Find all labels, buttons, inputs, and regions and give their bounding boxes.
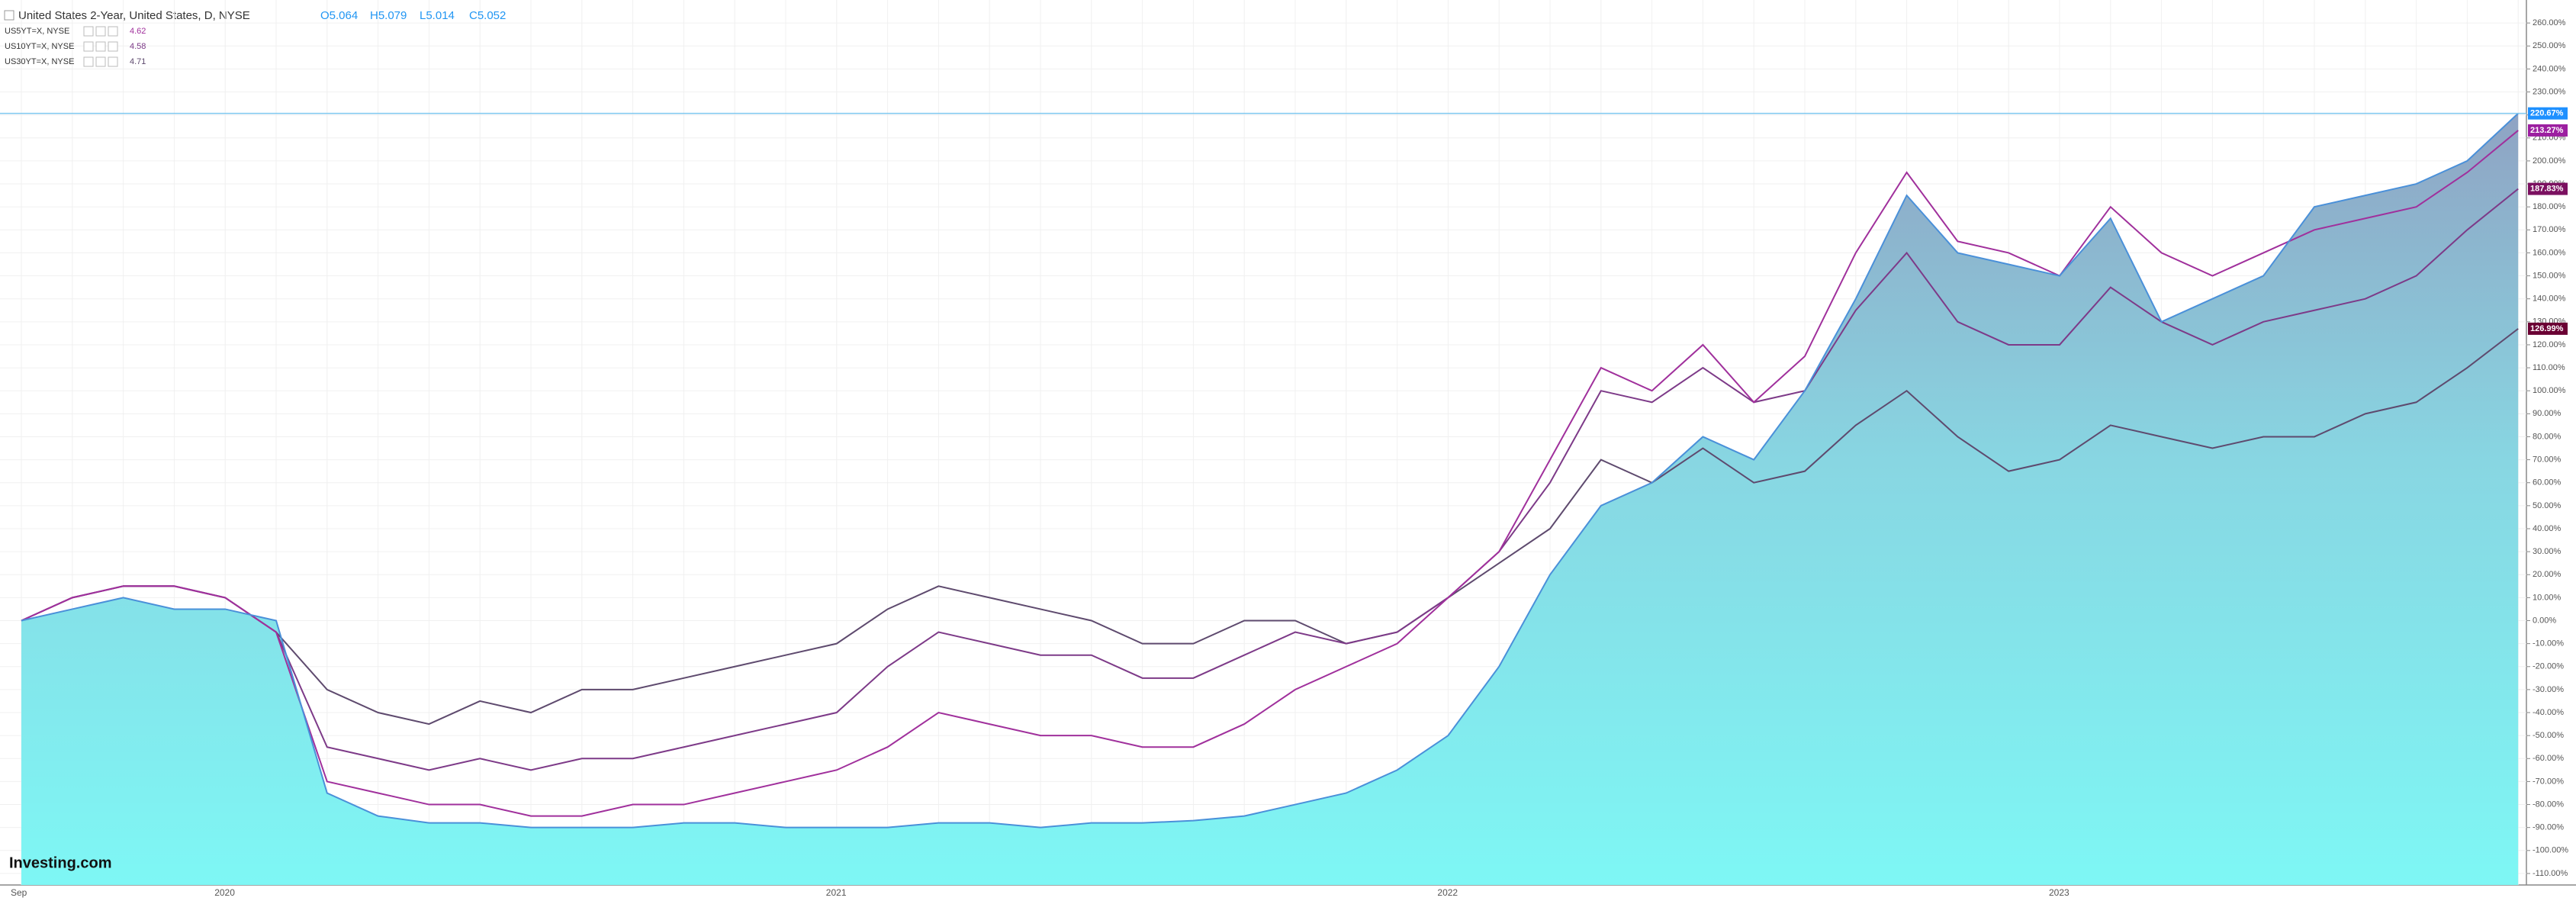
- end-label-box: [2528, 107, 2568, 120]
- y-tick-label: 230.00%: [2533, 87, 2566, 96]
- legend-last-value: 4.71: [130, 57, 146, 66]
- ohlc-value: L5.014: [420, 9, 455, 22]
- y-tick-label: 50.00%: [2533, 501, 2562, 510]
- x-tick-label: 2021: [826, 887, 847, 898]
- header: United States 2-Year, United States, D, …: [4, 9, 250, 22]
- end-label-box: [2528, 182, 2568, 195]
- legend-control: [108, 56, 118, 67]
- y-tick-label: -100.00%: [2533, 846, 2568, 855]
- end-label-box: [2528, 322, 2568, 335]
- y-tick-label: 110.00%: [2533, 363, 2565, 372]
- end-label-box: [2528, 124, 2568, 137]
- y-tick-label: 90.00%: [2533, 409, 2562, 418]
- y-tick-label: -10.00%: [2533, 639, 2564, 648]
- y-tick-label: -70.00%: [2533, 777, 2564, 786]
- y-tick-label: 0.00%: [2533, 616, 2556, 625]
- end-label: 187.83%: [2530, 184, 2564, 193]
- ohlc-value: O5.064: [320, 9, 358, 22]
- legend-last-value: 4.58: [130, 42, 146, 51]
- legend-control: [95, 41, 106, 52]
- y-tick-label: 260.00%: [2533, 18, 2566, 27]
- legend-control: [83, 26, 94, 37]
- y-tick-label: 20.00%: [2533, 570, 2562, 579]
- area-line: [21, 112, 2519, 829]
- y-tick-label: -50.00%: [2533, 731, 2564, 740]
- end-label: 126.99%: [2530, 324, 2564, 333]
- legend-name: US10YT=X, NYSE: [5, 42, 74, 51]
- legend-control: [108, 26, 118, 37]
- line: [21, 130, 2519, 817]
- legend-name: US5YT=X, NYSE: [5, 27, 69, 36]
- end-label: 220.67%: [2530, 109, 2564, 118]
- legend-control: [95, 56, 106, 67]
- y-tick-label: 200.00%: [2533, 156, 2566, 166]
- x-tick-label: Sep: [11, 887, 27, 898]
- y-tick-label: -40.00%: [2533, 708, 2564, 717]
- main-series-title: United States 2-Year, United States, D, …: [18, 9, 250, 22]
- legend-control: [83, 56, 94, 67]
- y-tick-label: -60.00%: [2533, 754, 2564, 763]
- y-tick-label: 150.00%: [2533, 271, 2566, 280]
- ohlc-value: H5.079: [370, 9, 407, 22]
- y-tick-label: -20.00%: [2533, 662, 2564, 671]
- line: [21, 188, 2519, 771]
- area: [21, 113, 2519, 886]
- legend-name: US30YT=X, NYSE: [5, 57, 74, 66]
- y-tick-label: 40.00%: [2533, 524, 2562, 533]
- legend-last-value: 4.62: [130, 27, 146, 36]
- ohlc-value: C5.052: [469, 9, 506, 22]
- y-tick-label: 140.00%: [2533, 294, 2566, 304]
- y-tick-label: 120.00%: [2533, 340, 2566, 349]
- y-tick-label: 180.00%: [2533, 202, 2566, 211]
- y-tick-label: 10.00%: [2533, 593, 2562, 602]
- y-tick-label: 250.00%: [2533, 41, 2566, 50]
- y-tick-label: 30.00%: [2533, 547, 2562, 556]
- y-tick-label: 170.00%: [2533, 225, 2566, 234]
- legend-control: [83, 41, 94, 52]
- collapse-icon[interactable]: [4, 10, 14, 21]
- line: [21, 328, 2519, 726]
- y-tick-label: 70.00%: [2533, 455, 2562, 465]
- y-tick-label: 160.00%: [2533, 248, 2566, 257]
- legend-control: [95, 26, 106, 37]
- x-tick-label: 2023: [2049, 887, 2069, 898]
- y-tick-label: 100.00%: [2533, 386, 2566, 395]
- y-tick-label: -80.00%: [2533, 800, 2564, 809]
- y-tick-label: 240.00%: [2533, 64, 2566, 73]
- end-label: 213.27%: [2530, 126, 2564, 135]
- x-tick-label: 2022: [1437, 887, 1458, 898]
- y-tick-label: 80.00%: [2533, 432, 2562, 441]
- y-tick-label: 60.00%: [2533, 478, 2562, 488]
- y-tick-label: -110.00%: [2533, 869, 2568, 878]
- logo: Investing.com: [9, 854, 111, 871]
- y-tick-label: -30.00%: [2533, 685, 2564, 694]
- y-tick-label: -90.00%: [2533, 823, 2564, 832]
- legend-control: [108, 41, 118, 52]
- x-tick-label: 2020: [214, 887, 235, 898]
